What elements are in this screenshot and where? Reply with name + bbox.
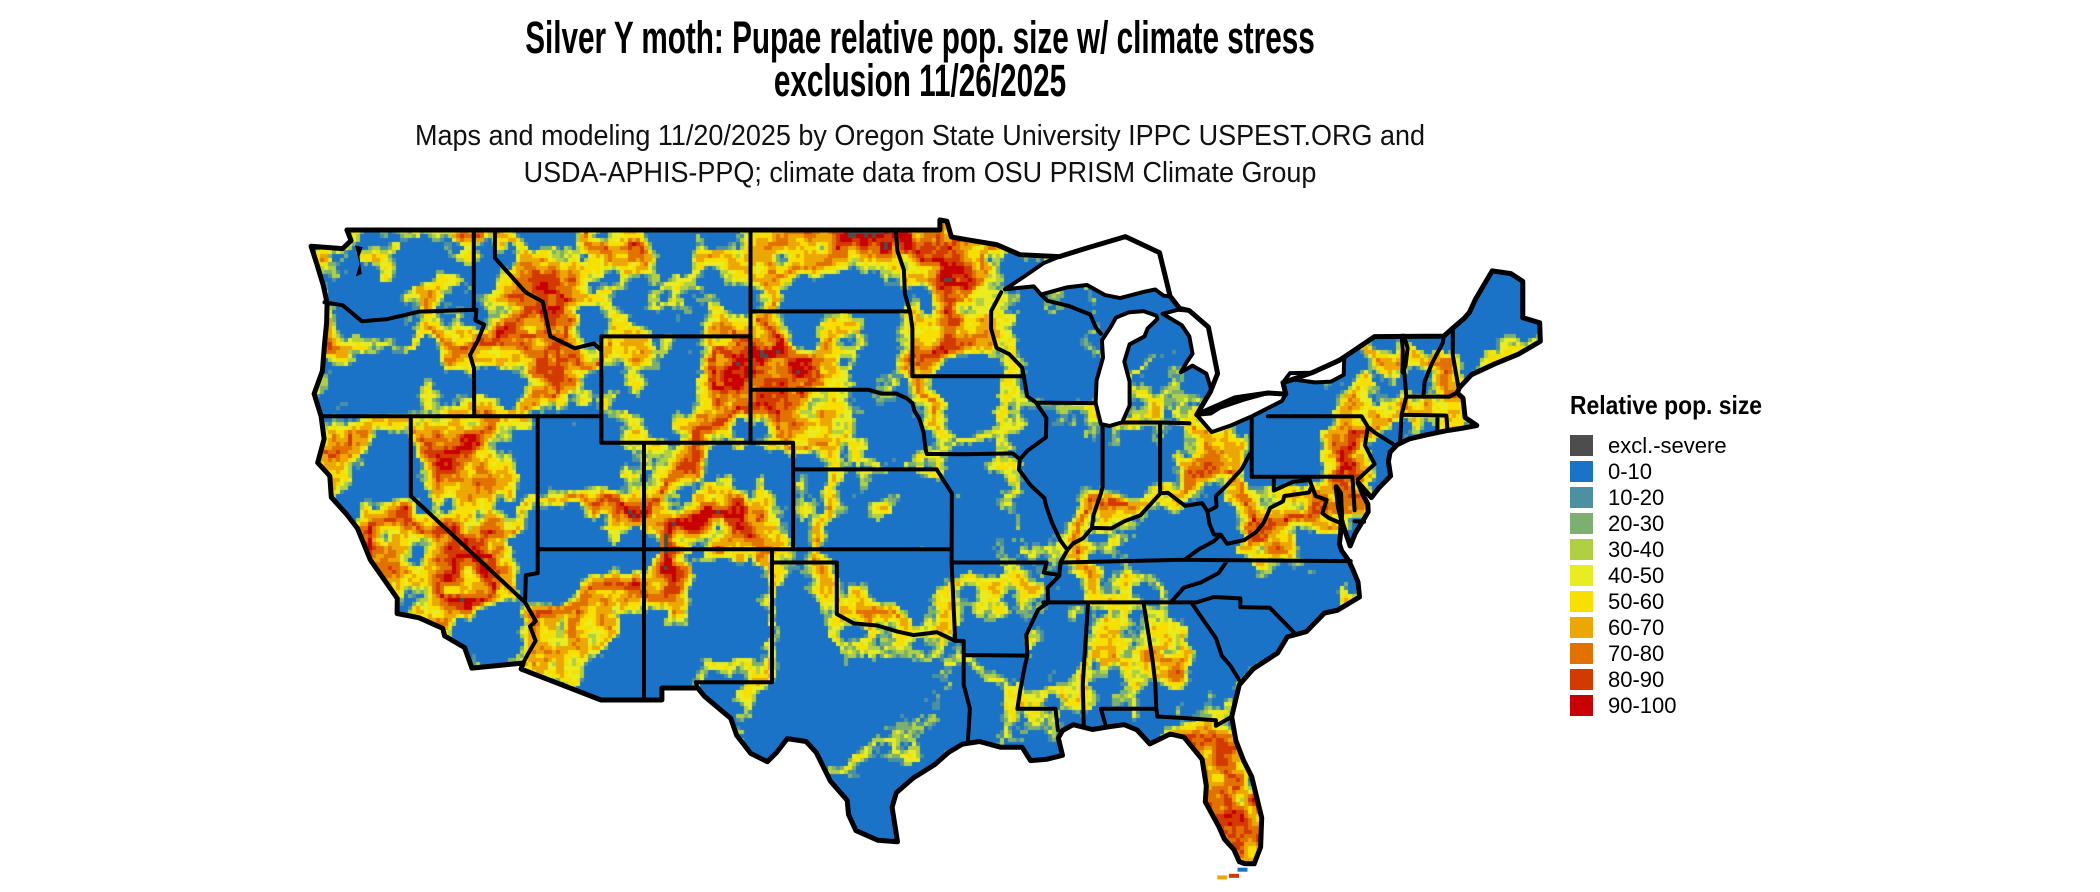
subtitle-line-1: Maps and modeling 11/20/2025 by Oregon S… — [415, 120, 1425, 152]
legend-title: Relative pop. size — [1570, 390, 1763, 420]
legend-swatch — [1570, 591, 1593, 612]
map-raster-canvas — [300, 214, 1565, 892]
title-line-1: Silver Y moth: Pupae relative pop. size … — [525, 12, 1315, 63]
legend-label: 0-10 — [1608, 459, 1653, 484]
subtitle-line-2: USDA-APHIS-PPQ; climate data from OSU PR… — [523, 157, 1317, 189]
page-title: Silver Y moth: Pupae relative pop. size … — [0, 12, 1840, 106]
legend-label: 40-50 — [1608, 563, 1665, 588]
legend-label: 20-30 — [1608, 511, 1665, 536]
legend-item: 60-70 — [1570, 615, 1870, 640]
legend-swatch — [1570, 617, 1593, 638]
legend-label: 70-80 — [1608, 641, 1665, 666]
legend-swatch — [1570, 461, 1593, 482]
legend-label: 50-60 — [1608, 589, 1665, 614]
legend-swatch — [1570, 435, 1593, 456]
page-subtitle: Maps and modeling 11/20/2025 by Oregon S… — [0, 118, 1840, 192]
legend-item: 20-30 — [1570, 511, 1870, 536]
legend-item: 10-20 — [1570, 485, 1870, 510]
legend-item: 80-90 — [1570, 667, 1870, 692]
legend-item: 0-10 — [1570, 459, 1870, 484]
legend-item: excl.-severe — [1570, 433, 1870, 458]
legend-label: 60-70 — [1608, 615, 1665, 640]
legend-swatch — [1570, 513, 1593, 534]
florida-keys-pixel — [1237, 867, 1248, 872]
legend-item: 90-100 — [1570, 693, 1870, 718]
legend-swatch — [1570, 487, 1593, 508]
florida-keys-pixel — [1217, 875, 1228, 880]
legend-swatch — [1570, 695, 1593, 716]
legend-label: excl.-severe — [1608, 433, 1727, 458]
legend-item: 40-50 — [1570, 563, 1870, 588]
legend-label: 10-20 — [1608, 485, 1665, 510]
legend-label: 90-100 — [1608, 693, 1677, 718]
map-legend: Relative pop. size excl.-severe 0-10 10-20… — [1570, 390, 1870, 718]
legend-swatch — [1570, 539, 1593, 560]
legend-item: 50-60 — [1570, 589, 1870, 614]
legend-swatch — [1570, 565, 1593, 586]
legend-items: excl.-severe 0-10 10-20 20-30 30-40 40-50 50-6… — [1570, 433, 1870, 718]
title-line-2: exclusion 11/26/2025 — [773, 55, 1067, 106]
legend-item: 30-40 — [1570, 537, 1870, 562]
florida-keys-pixel — [1229, 873, 1239, 878]
legend-label: 30-40 — [1608, 537, 1665, 562]
legend-item: 70-80 — [1570, 641, 1870, 666]
legend-label: 80-90 — [1608, 667, 1665, 692]
conus-map — [300, 214, 1565, 892]
legend-swatch — [1570, 643, 1593, 664]
legend-swatch — [1570, 669, 1593, 690]
